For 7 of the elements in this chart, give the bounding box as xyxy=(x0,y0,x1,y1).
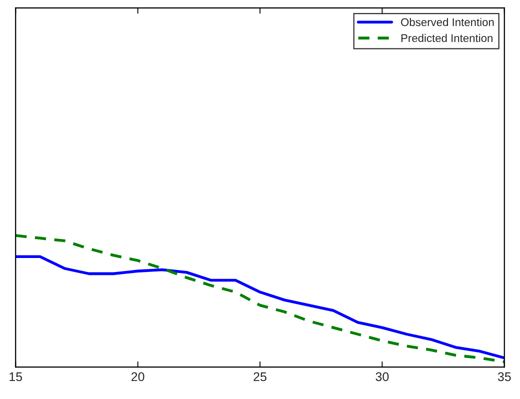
x-tick-label: 20 xyxy=(131,372,144,382)
x-tick-label: 25 xyxy=(254,372,266,382)
x-tick-label: 35 xyxy=(498,372,511,382)
x-tick-label: 15 xyxy=(10,372,22,382)
legend-label: Predicted Intention xyxy=(401,34,492,42)
legend-label: Observed Intention xyxy=(401,18,494,26)
x-tick-label: 30 xyxy=(376,372,389,382)
